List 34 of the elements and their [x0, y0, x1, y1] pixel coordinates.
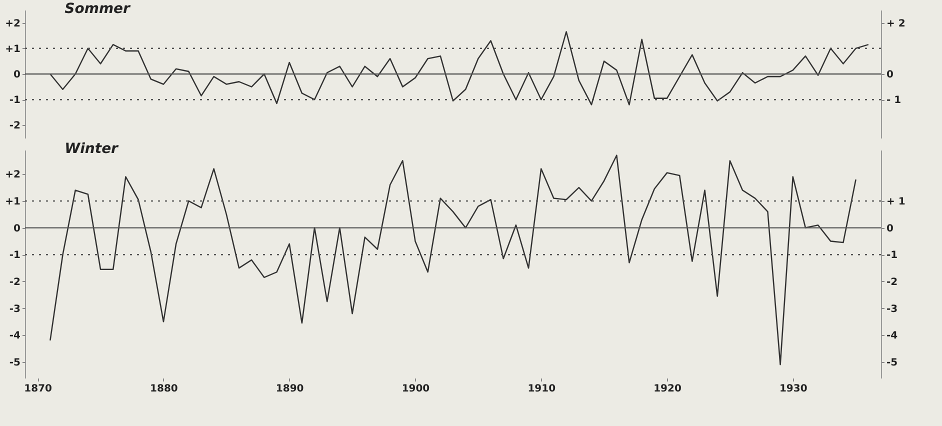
y-tick-label: 0	[14, 70, 21, 80]
y2-tick-label: - 1	[886, 95, 902, 106]
chart-title: Winter	[64, 141, 120, 157]
y2-tick-label: -1	[886, 250, 898, 262]
y-tick-label: +2	[5, 170, 21, 181]
y2-tick-label: 0	[886, 70, 894, 80]
y2-tick-label: + 2	[886, 18, 906, 30]
line-series	[50, 31, 870, 106]
x-tick-label: 1900	[402, 384, 430, 394]
y-tick-label: -1	[9, 250, 21, 262]
y2-tick-label: -2	[886, 276, 898, 288]
line-series	[50, 154, 856, 366]
y2-tick-label: + 1	[886, 196, 906, 208]
x-tick-label: 1880	[150, 384, 178, 394]
y-tick-label: 0	[14, 223, 21, 234]
y-tick-label: -3	[9, 304, 21, 315]
y-tick-label: -5	[9, 357, 21, 368]
x-tick-label: 1920	[654, 384, 682, 394]
y-tick-label: -2	[9, 120, 21, 132]
y-tick-label: -4	[9, 330, 21, 342]
y2-tick-label: -5	[886, 357, 898, 368]
y-tick-label: +2	[5, 18, 21, 30]
y-tick-label: +1	[5, 196, 21, 208]
y-tick-label: -2	[9, 276, 21, 288]
y2-tick-label: 0	[886, 223, 894, 234]
x-tick-label: 1910	[528, 384, 556, 394]
x-tick-label: 1930	[779, 384, 808, 394]
y-tick-label: +1	[5, 44, 21, 55]
y-tick-label: -1	[9, 95, 21, 106]
y2-tick-label: -4	[886, 330, 898, 342]
y2-tick-label: -3	[886, 304, 898, 315]
x-tick-label: 1870	[24, 384, 52, 394]
x-tick-label: 1890	[276, 384, 304, 394]
chart-title: Sommer	[64, 1, 132, 17]
